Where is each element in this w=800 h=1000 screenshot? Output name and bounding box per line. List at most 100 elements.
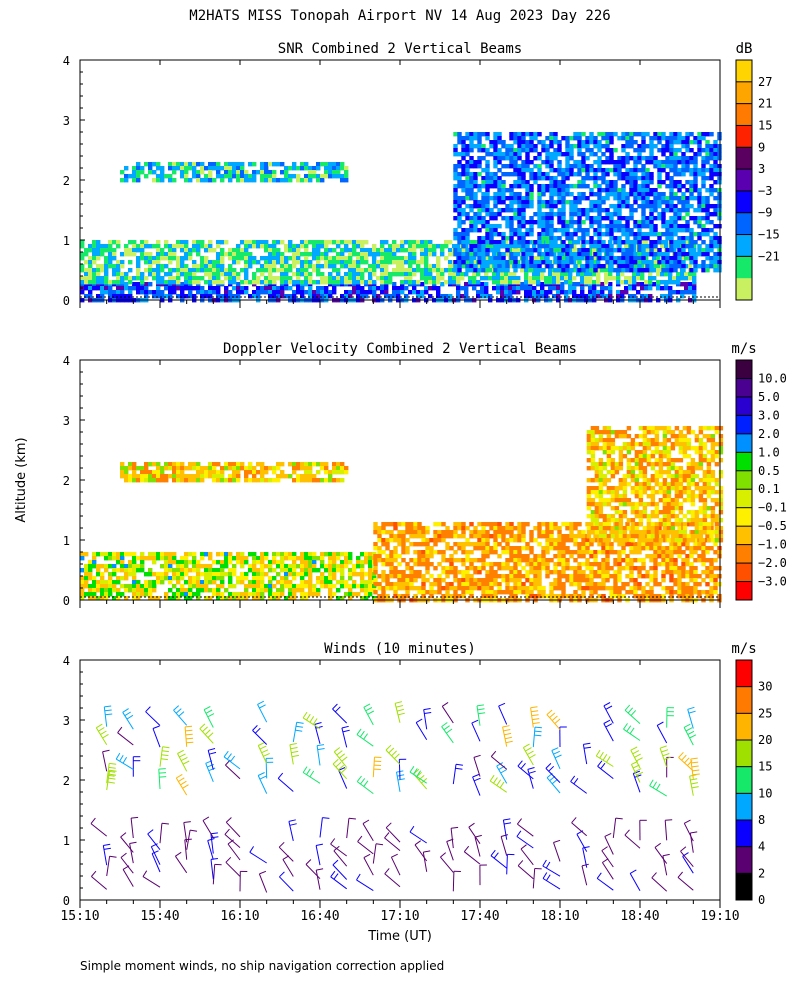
field-cell: [585, 168, 590, 173]
field-cell: [529, 168, 534, 173]
field-cell: [128, 552, 133, 557]
field-cell: [252, 174, 257, 179]
field-cell: [200, 474, 205, 479]
field-cell: [521, 248, 526, 253]
field-cell: [332, 462, 337, 467]
field-cell: [485, 236, 490, 241]
field-cell: [701, 180, 706, 185]
field-cell: [540, 282, 545, 287]
field-cell: [413, 586, 418, 591]
field-cell: [408, 272, 413, 277]
field-cell: [180, 286, 185, 291]
field-cell: [156, 248, 161, 253]
field-cell: [549, 176, 554, 181]
field-cell: [409, 586, 414, 591]
field-cell: [577, 208, 582, 213]
field-cell: [481, 156, 486, 161]
field-cell: [360, 260, 365, 265]
field-cell: [220, 166, 225, 171]
field-cell: [236, 170, 241, 175]
field-cell: [705, 200, 710, 205]
field-cell: [641, 208, 646, 213]
field-cell: [597, 148, 602, 153]
field-cell: [212, 286, 217, 291]
field-cell: [457, 526, 462, 531]
field-cell: [236, 162, 241, 167]
field-cell: [529, 232, 534, 237]
field-cell: [368, 276, 373, 281]
field-cell: [457, 204, 462, 209]
field-cell: [192, 174, 197, 179]
field-cell: [116, 576, 121, 581]
field-cell: [697, 144, 702, 149]
field-cell: [613, 208, 618, 213]
field-cell: [588, 248, 593, 253]
field-cell: [613, 160, 618, 165]
field-cell: [692, 280, 697, 285]
field-cell: [276, 592, 281, 597]
field-cell: [232, 280, 237, 285]
field-cell: [136, 244, 141, 249]
field-cell: [465, 196, 470, 201]
field-cell: [377, 586, 382, 591]
field-cell: [488, 244, 493, 249]
field-cell: [348, 268, 353, 273]
field-cell: [524, 290, 529, 295]
field-cell: [537, 260, 542, 265]
field-cell: [537, 172, 542, 177]
field-cell: [457, 208, 462, 213]
field-cell: [292, 166, 297, 171]
field-cell: [212, 268, 217, 273]
field-cell: [481, 148, 486, 153]
field-cell: [517, 152, 522, 157]
field-cell: [657, 236, 662, 241]
field-cell: [264, 478, 269, 483]
field-cell: [657, 212, 662, 217]
field-cell: [104, 248, 109, 253]
field-cell: [172, 248, 177, 253]
field-cell: [292, 596, 297, 601]
field-cell: [517, 168, 522, 173]
field-cell: [268, 286, 273, 291]
field-cell: [429, 574, 434, 579]
field-cell: [476, 272, 481, 277]
field-cell: [409, 574, 414, 579]
field-cell: [308, 588, 313, 593]
field-cell: [296, 248, 301, 253]
field-cell: [541, 144, 546, 149]
field-cell: [344, 166, 349, 171]
field-cell: [665, 256, 670, 261]
field-cell: [536, 290, 541, 295]
field-cell: [160, 294, 165, 299]
field-cell: [340, 552, 345, 557]
field-cell: [529, 204, 534, 209]
field-cell: [296, 256, 301, 261]
field-cell: [372, 256, 377, 261]
field-cell: [477, 216, 482, 221]
field-cell: [96, 294, 101, 299]
field-cell: [92, 240, 97, 245]
field-cell: [604, 280, 609, 285]
field-cell: [672, 276, 677, 281]
field-cell: [425, 558, 430, 563]
field-cell: [592, 272, 597, 277]
field-cell: [577, 200, 582, 205]
field-cell: [304, 470, 309, 475]
field-cell: [553, 256, 558, 261]
field-cell: [548, 286, 553, 291]
field-cell: [360, 588, 365, 593]
field-cell: [360, 568, 365, 573]
field-cell: [396, 294, 401, 299]
field-cell: [156, 178, 161, 183]
field-cell: [493, 224, 498, 229]
field-cell: [352, 244, 357, 249]
field-cell: [404, 256, 409, 261]
field-cell: [641, 196, 646, 201]
field-cell: [296, 174, 301, 179]
field-cell: [597, 248, 602, 253]
field-cell: [549, 252, 554, 257]
field-cell: [553, 248, 558, 253]
field-cell: [701, 268, 706, 273]
field-cell: [156, 240, 161, 245]
